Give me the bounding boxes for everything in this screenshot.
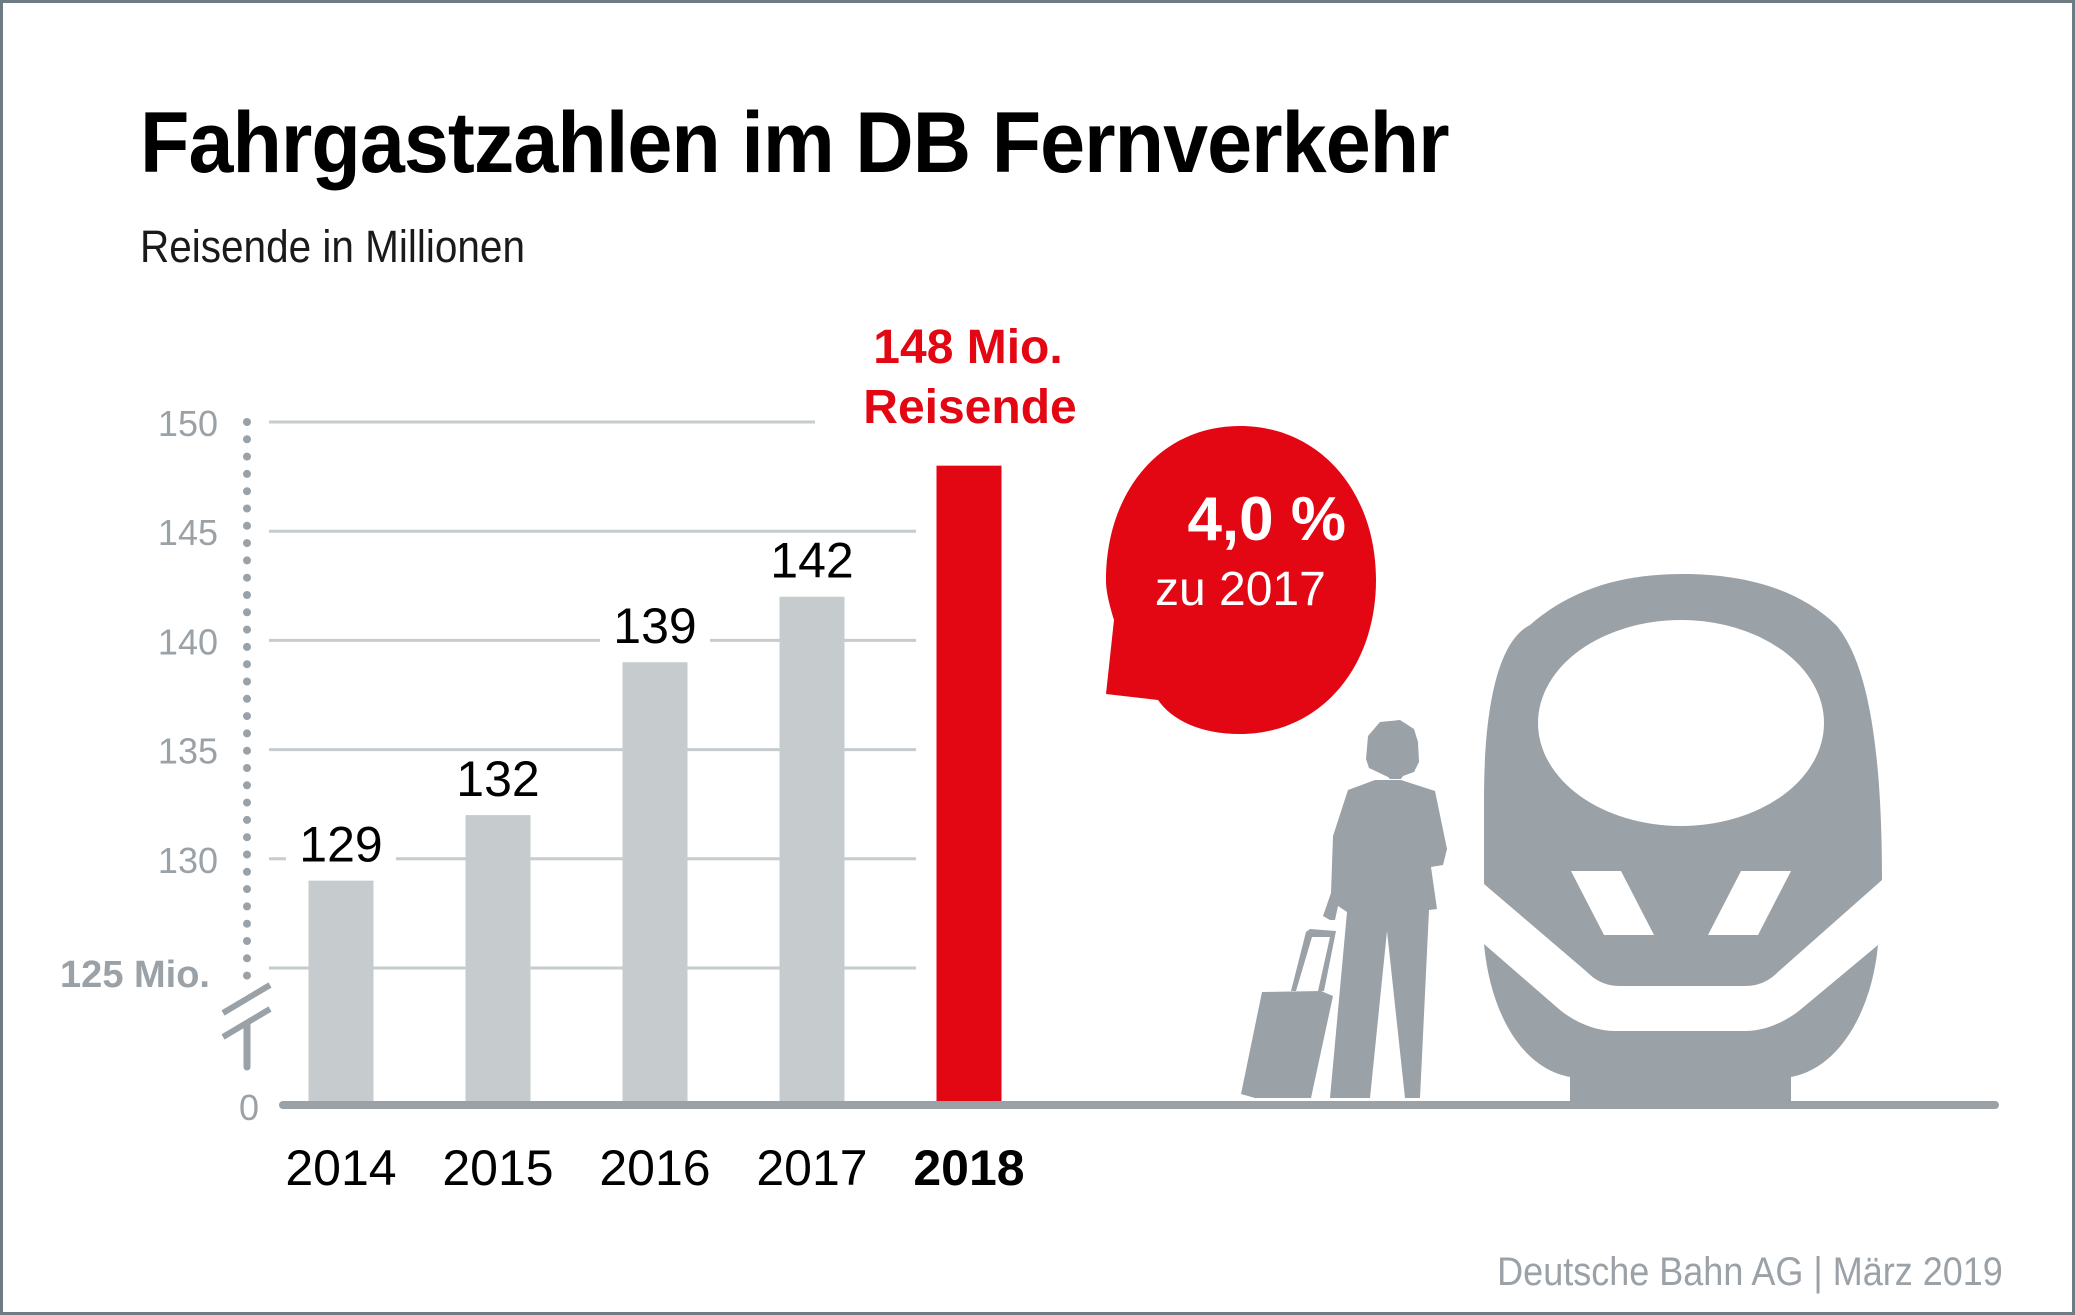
bar-2018 (936, 465, 1002, 1101)
bubble-caption: zu 2017 (1155, 563, 1326, 616)
axis-dot (243, 712, 251, 721)
train-lower-body (1484, 944, 1878, 1105)
axis-dot (243, 504, 251, 513)
axis-break-slash (221, 982, 272, 1016)
x-tick-label: 2016 (599, 1140, 710, 1196)
axis-dot (243, 902, 251, 911)
bar-2014 (308, 880, 374, 1101)
suitcase (1241, 991, 1333, 1098)
axis-dot (243, 625, 251, 634)
data-label-background (600, 604, 710, 651)
axis-dot (243, 729, 251, 738)
passenger-body (1323, 780, 1447, 1098)
data-label-background (286, 822, 396, 869)
axis-dot (243, 781, 251, 790)
axis-dot (243, 469, 251, 478)
axis-dot (243, 539, 251, 548)
axis-dot (243, 677, 251, 686)
bar-2017 (779, 596, 845, 1101)
train-headlight-left (1571, 871, 1654, 935)
bar-2015 (465, 815, 531, 1101)
axis-dot (243, 642, 251, 651)
axis-dot (243, 937, 251, 945)
axis-dot (243, 850, 251, 859)
passenger-head (1366, 720, 1419, 779)
axis-dot (243, 521, 251, 530)
y-zero-label: 0 (239, 1087, 259, 1128)
bubble-value: 4,0 % (1187, 485, 1346, 554)
axis-dot (243, 573, 251, 582)
speech-bubble-shape (1106, 426, 1376, 734)
y-tick-label: 130 (158, 840, 218, 881)
data-label: 129 (299, 817, 382, 873)
axis-dot (243, 798, 251, 807)
x-axis-labels: 2014 2015 2016 2017 2018 (285, 1140, 1024, 1196)
axis-dot (243, 764, 251, 772)
y-tick-label: 150 (158, 403, 218, 444)
x-tick-label: 2015 (442, 1140, 553, 1196)
bar-2016 (622, 662, 688, 1101)
data-label-background (443, 757, 553, 804)
x-tick-label: 2018 (913, 1140, 1024, 1196)
y-axis: 130 135 140 145 150 125 Mio. 0 (60, 403, 272, 1128)
suitcase-handle (1291, 929, 1336, 991)
axis-dot (243, 815, 251, 824)
data-labels: 129 132 139 142 (286, 533, 867, 873)
train-headlight-right (1708, 871, 1791, 935)
axis-dot (243, 608, 251, 617)
axis-dot (243, 660, 251, 669)
data-label: 139 (613, 598, 696, 654)
axis-dot (243, 954, 251, 963)
growth-bubble: 4,0 % zu 2017 (1106, 426, 1376, 734)
data-label-background (757, 538, 867, 585)
axis-dot (243, 746, 251, 755)
axis-dot (243, 435, 251, 444)
data-label: 142 (770, 533, 853, 589)
x-tick-label: 2014 (285, 1140, 396, 1196)
y-tick-label: 135 (158, 731, 218, 772)
axis-dot (243, 971, 251, 980)
axis-dot (243, 885, 251, 894)
train-windshield (1538, 620, 1824, 826)
highlight-label-line2: Reisende (863, 381, 1076, 434)
axis-dot (243, 833, 251, 842)
axis-dot (243, 487, 251, 496)
x-tick-label: 2017 (756, 1140, 867, 1196)
y-tick-label: 145 (158, 512, 218, 553)
data-label: 132 (456, 751, 539, 807)
axis-dot (243, 919, 251, 928)
passenger-icon (1241, 720, 1447, 1098)
axis-dot (243, 867, 251, 876)
highlight-label-line1: 148 Mio. (873, 321, 1062, 374)
axis-dot (243, 556, 251, 565)
bars (308, 465, 1002, 1101)
axis-dot (243, 418, 251, 426)
chart-title: Fahrgastzahlen im DB Fernverkehr (140, 95, 1450, 191)
axis-dot (243, 694, 251, 703)
y-break-label: 125 Mio. (60, 954, 210, 996)
axis-dot (243, 591, 251, 599)
source-credit: Deutsche Bahn AG | März 2019 (1497, 1250, 2003, 1294)
axis-dot (243, 452, 251, 461)
chart-subtitle: Reisende in Millionen (140, 221, 525, 272)
train-icon (1484, 574, 1882, 1105)
y-tick-label: 140 (158, 621, 218, 662)
